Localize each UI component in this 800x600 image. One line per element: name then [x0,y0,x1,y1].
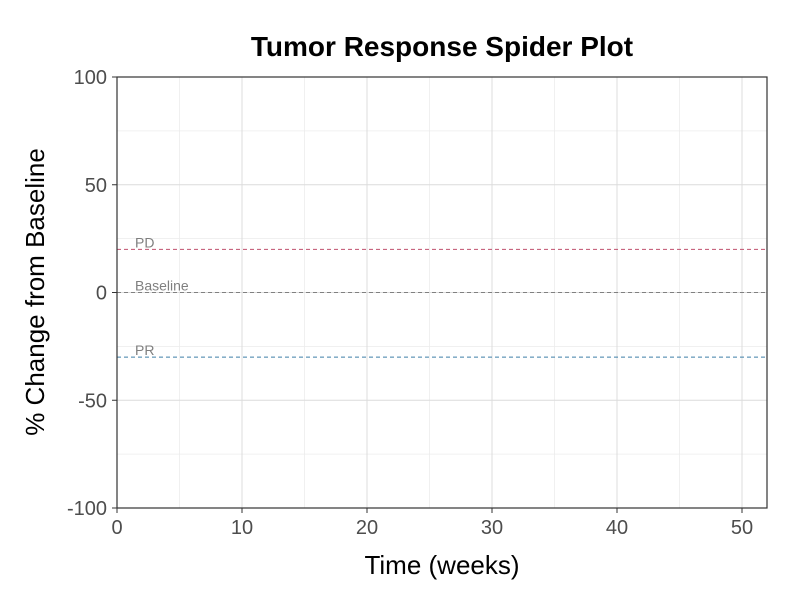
x-tick-label: 10 [231,517,253,539]
y-tick-label: -50 [78,390,107,412]
y-tick-label: 100 [74,67,107,89]
x-tick-label: 50 [731,517,753,539]
y-axis-title: % Change from Baseline [20,148,50,436]
x-axis-ticks: 0 10 20 30 40 50 [111,508,753,539]
x-tick-label: 30 [481,517,503,539]
chart-title: Tumor Response Spider Plot [251,31,633,62]
y-tick-label: 0 [96,283,107,305]
reference-label-pr: PR [135,342,154,358]
x-tick-label: 20 [356,517,378,539]
x-tick-label: 0 [111,517,122,539]
x-axis-title: Time (weeks) [364,550,519,580]
reference-lines: PD Baseline PR [117,234,767,358]
y-axis-ticks: -100 -50 0 50 100 [67,67,117,520]
reference-label-pd: PD [135,234,154,250]
y-tick-label: 50 [85,175,107,197]
reference-label-baseline: Baseline [135,278,189,294]
y-tick-label: -100 [67,498,107,520]
x-tick-label: 40 [606,517,628,539]
